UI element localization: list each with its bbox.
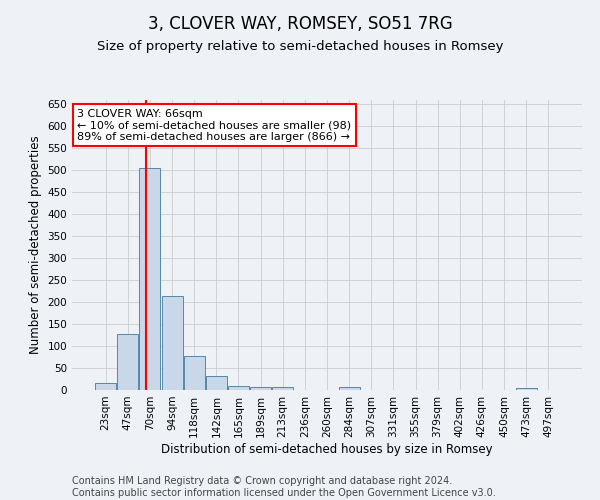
Bar xyxy=(228,386,249,390)
Bar xyxy=(184,356,205,390)
Bar xyxy=(139,168,160,390)
Bar xyxy=(95,382,116,390)
Bar xyxy=(118,334,139,390)
Bar xyxy=(515,388,536,390)
Bar xyxy=(272,388,293,390)
Y-axis label: Number of semi-detached properties: Number of semi-detached properties xyxy=(29,136,42,354)
Text: Size of property relative to semi-detached houses in Romsey: Size of property relative to semi-detach… xyxy=(97,40,503,53)
Text: Contains HM Land Registry data © Crown copyright and database right 2024.
Contai: Contains HM Land Registry data © Crown c… xyxy=(72,476,496,498)
Bar xyxy=(206,376,227,390)
Bar xyxy=(338,388,359,390)
Bar xyxy=(161,296,182,390)
Text: 3, CLOVER WAY, ROMSEY, SO51 7RG: 3, CLOVER WAY, ROMSEY, SO51 7RG xyxy=(148,15,452,33)
X-axis label: Distribution of semi-detached houses by size in Romsey: Distribution of semi-detached houses by … xyxy=(161,442,493,456)
Bar xyxy=(250,387,271,390)
Text: 3 CLOVER WAY: 66sqm
← 10% of semi-detached houses are smaller (98)
89% of semi-d: 3 CLOVER WAY: 66sqm ← 10% of semi-detach… xyxy=(77,108,351,142)
